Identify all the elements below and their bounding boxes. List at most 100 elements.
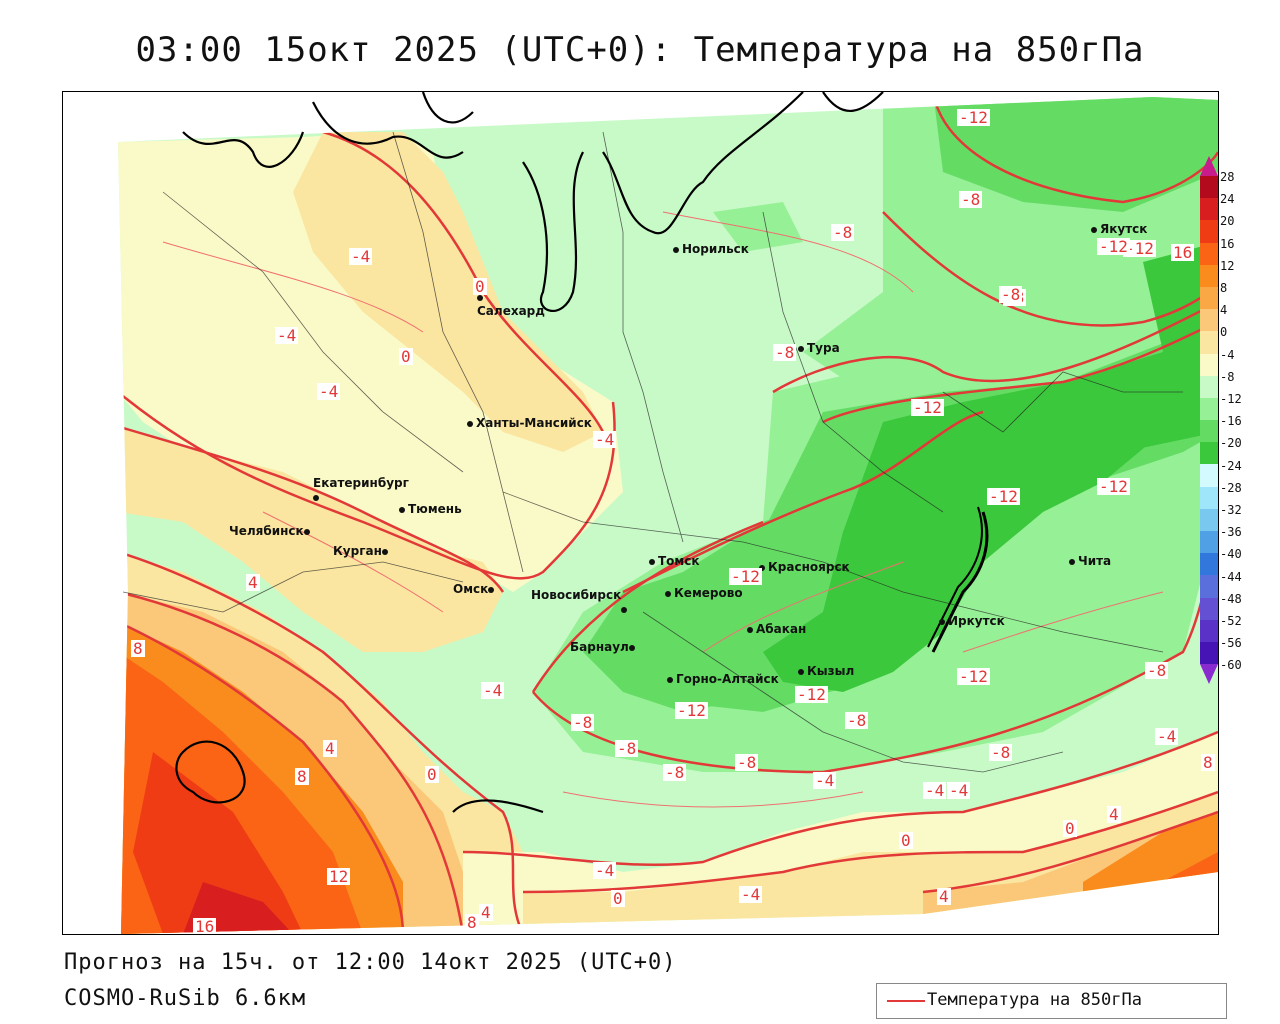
city-dot-icon <box>665 590 671 597</box>
city-dot-icon <box>939 618 945 625</box>
city-dot-icon <box>759 564 765 571</box>
colorbar-cell <box>1200 309 1218 332</box>
city-dot-icon <box>798 345 804 352</box>
isotherm-label: 0 <box>1063 819 1077 838</box>
model-name: COSMO-RuSib 6.6км <box>64 986 307 1011</box>
colorbar <box>1200 156 1218 685</box>
city-salekhard: Салехард <box>477 290 545 318</box>
city-novosibirsk: Новосибирск <box>531 588 630 616</box>
colorbar-tick-label: -52 <box>1220 614 1242 628</box>
isotherm-label: -12 <box>675 701 708 720</box>
forecast-info: Прогноз на 15ч. от 12:00 14окт 2025 (UTC… <box>64 950 677 975</box>
city-dot-icon <box>649 558 655 565</box>
colorbar-tick-label: 24 <box>1220 192 1235 207</box>
city-chita: Чита <box>1069 554 1111 568</box>
city-chelyabinsk: Челябинск <box>229 524 313 538</box>
city-norilsk: Норильск <box>673 242 749 256</box>
city-abakan: Абакан <box>747 622 806 636</box>
isotherm-label: -8 <box>959 190 983 209</box>
isotherm-label: 4 <box>1107 805 1121 824</box>
colorbar-cell <box>1200 331 1218 354</box>
isotherm-label: 0 <box>611 889 625 908</box>
city-dot-icon <box>488 586 495 593</box>
colorbar-tick-label: 8 <box>1220 281 1228 295</box>
colorbar-tick-label: 28 <box>1220 170 1235 184</box>
city-yekaterinburg: Екатеринбург <box>313 476 409 504</box>
colorbar-cell <box>1200 553 1218 576</box>
city-dot-icon <box>313 494 319 501</box>
city-barnaul: Барнаул <box>570 640 638 654</box>
colorbar-tick-label: -28 <box>1220 480 1242 495</box>
city-tomsk: Томск <box>649 554 700 568</box>
isotherm-label: 0 <box>473 277 487 296</box>
colorbar-cell <box>1200 264 1218 287</box>
city-yakutsk: Якутск <box>1091 222 1147 236</box>
colorbar-cell <box>1200 619 1218 642</box>
colorbar-cell <box>1200 575 1218 598</box>
colorbar-cell <box>1200 286 1218 310</box>
colorbar-cell <box>1200 486 1218 509</box>
colorbar-tick-label: -24 <box>1220 458 1242 473</box>
colorbar-tick-label: -60 <box>1220 658 1242 673</box>
isotherm-label: 0 <box>399 347 413 366</box>
map-legend: Температура на 850гПа <box>876 983 1227 1019</box>
isotherm-label: -12 <box>957 667 990 686</box>
isotherm-label: -12 <box>957 108 990 127</box>
city-dot-icon <box>667 676 673 683</box>
colorbar-cell <box>1200 531 1218 554</box>
colorbar-tick-label: 20 <box>1220 214 1235 229</box>
city-irkutsk: Иркутск <box>939 614 1005 628</box>
isotherm-label: -12 <box>729 567 762 586</box>
isotherm-label: -4 <box>1155 727 1179 746</box>
colorbar-cell <box>1200 641 1218 665</box>
isotherm-label: -12 <box>1123 239 1156 258</box>
isotherm-label: -8 <box>663 763 687 782</box>
colorbar-cell <box>1200 420 1218 443</box>
isotherm-label: -8 <box>735 753 759 772</box>
isotherm-label: 8 <box>295 767 309 786</box>
colorbar-tick-label: -8 <box>1220 369 1235 384</box>
city-tyumen: Тюмень <box>399 502 462 516</box>
isotherm-label: -4 <box>349 247 373 266</box>
city-gorno-altaysk: Горно-Алтайск <box>667 672 779 686</box>
colorbar-cell <box>1200 597 1218 620</box>
forecast-map: Норильск Салехард Якутск Тура Ханты-Манс… <box>62 91 1219 935</box>
isotherm-label: -4 <box>923 781 947 800</box>
colorbar-cell <box>1200 353 1218 376</box>
colorbar-bottom-arrow-icon <box>1200 664 1218 685</box>
colorbar-tick-label: 16 <box>1220 236 1235 251</box>
isotherm-label: 4 <box>937 887 951 906</box>
colorbar-tick-label: -16 <box>1220 414 1242 429</box>
city-dot-icon <box>1091 226 1097 233</box>
isotherm-label: -8 <box>1145 661 1169 680</box>
colorbar-cell <box>1200 464 1218 487</box>
isotherm-label: -12 <box>795 685 828 704</box>
colorbar-tick-label: -20 <box>1220 436 1242 451</box>
city-dot-icon <box>477 294 483 301</box>
city-kurgan: Курган <box>333 544 391 558</box>
isotherm-label: 4 <box>479 903 493 922</box>
colorbar-cell <box>1200 508 1218 531</box>
legend-line-icon <box>887 1000 925 1002</box>
isotherm-label: 0 <box>899 831 913 850</box>
city-dot-icon <box>621 606 627 613</box>
isotherm-label: -8 <box>831 223 855 242</box>
city-dot-icon <box>798 668 804 675</box>
colorbar-cell <box>1200 442 1218 465</box>
isotherm-label: -8 <box>773 343 797 362</box>
isotherm-label: -4 <box>593 430 617 449</box>
isotherm-label: 8 <box>131 639 145 658</box>
isotherm-label: 16 <box>1171 243 1195 262</box>
colorbar-tick-label: 4 <box>1220 303 1228 318</box>
city-krasnoyarsk: Красноярск <box>759 560 850 574</box>
isotherm-label: -12 <box>911 398 944 417</box>
isotherm-label: -4 <box>593 861 617 880</box>
isotherm-label: -4 <box>317 382 341 401</box>
isotherm-label: 16 <box>193 917 217 935</box>
isotherm-label: 4 <box>246 573 260 592</box>
isotherm-label: -4 <box>813 771 837 790</box>
city-omsk: Омск <box>453 582 497 596</box>
isotherm-label: 8 <box>1201 753 1215 772</box>
isotherm-label: -12 <box>1097 237 1130 256</box>
city-dot-icon <box>467 420 473 427</box>
